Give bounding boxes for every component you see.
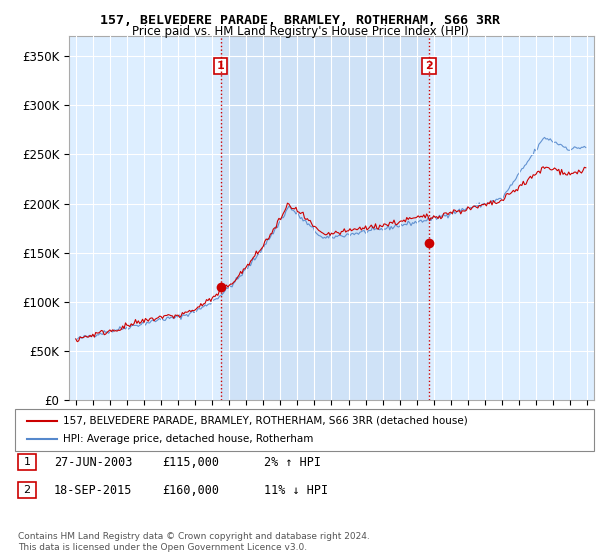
Text: 157, BELVEDERE PARADE, BRAMLEY, ROTHERHAM, S66 3RR (detached house): 157, BELVEDERE PARADE, BRAMLEY, ROTHERHA… — [63, 416, 468, 426]
Text: Price paid vs. HM Land Registry's House Price Index (HPI): Price paid vs. HM Land Registry's House … — [131, 25, 469, 38]
Text: 27-JUN-2003: 27-JUN-2003 — [54, 455, 133, 469]
Text: £160,000: £160,000 — [162, 483, 219, 497]
Text: HPI: Average price, detached house, Rotherham: HPI: Average price, detached house, Roth… — [63, 434, 313, 444]
Text: 18-SEP-2015: 18-SEP-2015 — [54, 483, 133, 497]
Text: 2: 2 — [425, 61, 433, 71]
Text: 2% ↑ HPI: 2% ↑ HPI — [264, 455, 321, 469]
Text: This data is licensed under the Open Government Licence v3.0.: This data is licensed under the Open Gov… — [18, 543, 307, 552]
Text: 157, BELVEDERE PARADE, BRAMLEY, ROTHERHAM, S66 3RR: 157, BELVEDERE PARADE, BRAMLEY, ROTHERHA… — [100, 14, 500, 27]
Text: 11% ↓ HPI: 11% ↓ HPI — [264, 483, 328, 497]
Text: Contains HM Land Registry data © Crown copyright and database right 2024.: Contains HM Land Registry data © Crown c… — [18, 532, 370, 541]
Text: £115,000: £115,000 — [162, 455, 219, 469]
Text: 2: 2 — [23, 485, 31, 495]
Text: 1: 1 — [217, 61, 224, 71]
Text: 1: 1 — [23, 457, 31, 467]
Bar — [221, 36, 429, 400]
